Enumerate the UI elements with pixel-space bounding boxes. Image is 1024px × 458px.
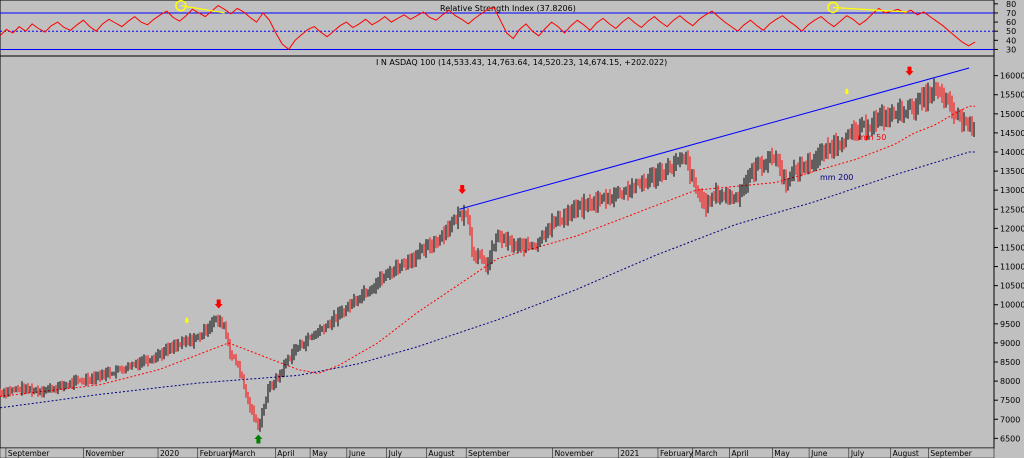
x-axis-band bbox=[0, 447, 995, 458]
price-title: I N ASDAQ 100 (14,533.43, 14,763.64, 14,… bbox=[376, 58, 667, 67]
x-label-11: November bbox=[555, 449, 595, 458]
price-tick-label-15500: 15500 bbox=[1000, 91, 1024, 100]
rsi-tick-label-70: 70 bbox=[1006, 9, 1016, 18]
rsi-line bbox=[0, 4, 976, 51]
price-tick-label-13500: 13500 bbox=[1000, 167, 1024, 176]
x-label-8: July bbox=[388, 449, 403, 458]
price-tick-label-7500: 7500 bbox=[1000, 396, 1020, 405]
x-label-3: February bbox=[200, 449, 234, 458]
x-label-16: May bbox=[774, 449, 790, 458]
arrow-down-0 bbox=[214, 299, 223, 309]
x-label-15: April bbox=[732, 449, 749, 458]
rsi-tick-label-60: 60 bbox=[1006, 18, 1016, 27]
x-label-17: June bbox=[810, 449, 828, 458]
price-tick-label-10500: 10500 bbox=[1000, 282, 1024, 291]
x-label-20: September bbox=[930, 449, 972, 458]
x-label-0: September bbox=[8, 449, 50, 458]
x-label-18: July bbox=[850, 449, 865, 458]
ma200-path bbox=[0, 151, 975, 409]
x-label-5: April bbox=[277, 449, 294, 458]
arrow-up-3 bbox=[254, 434, 263, 444]
price-tick-label-11000: 11000 bbox=[1000, 263, 1024, 272]
price-tick-label-12000: 12000 bbox=[1000, 224, 1024, 233]
price-tick-label-7000: 7000 bbox=[1000, 415, 1020, 424]
price-tick-label-9500: 9500 bbox=[1000, 320, 1020, 329]
price-panel bbox=[0, 55, 995, 449]
x-label-6: May bbox=[312, 449, 328, 458]
price-tick-label-8500: 8500 bbox=[1000, 358, 1020, 367]
x-label-12: 2021 bbox=[620, 449, 639, 458]
price-tick-label-13000: 13000 bbox=[1000, 186, 1024, 195]
price-tick-label-10000: 10000 bbox=[1000, 301, 1024, 310]
price-y-axis: 6500 7000 7500 8000 8500 9000 9500 10000 10500 11… bbox=[994, 72, 1024, 443]
price-tick-label-12500: 12500 bbox=[1000, 205, 1024, 214]
arrow-down-2 bbox=[905, 66, 914, 76]
x-label-9: August bbox=[428, 449, 454, 458]
rsi-tick-label-80: 80 bbox=[1006, 0, 1016, 9]
price-bars bbox=[0, 78, 975, 432]
price-tick-label-15000: 15000 bbox=[1000, 110, 1024, 119]
arrow-down-5 bbox=[844, 88, 850, 95]
price-tick-label-8000: 8000 bbox=[1000, 377, 1020, 386]
x-label-2: 2020 bbox=[160, 449, 179, 458]
ma50-label: mm 50 bbox=[858, 133, 886, 142]
arrow-down-1 bbox=[458, 185, 467, 194]
arrow-down-4 bbox=[184, 317, 190, 324]
rsi-circle-0 bbox=[175, 0, 187, 12]
signal-arrows bbox=[184, 66, 914, 444]
price-tick-label-14000: 14000 bbox=[1000, 148, 1024, 157]
trendline bbox=[459, 67, 970, 210]
rsi-title: Relative Strength Index (37.8206) bbox=[440, 4, 576, 13]
trendline-path bbox=[459, 67, 970, 210]
x-label-13: February bbox=[660, 449, 694, 458]
rsi-tick-label-40: 40 bbox=[1006, 36, 1016, 45]
rsi-circle-1 bbox=[827, 1, 839, 14]
x-axis: September November 2020 February March April M… bbox=[5, 448, 973, 458]
price-tick-label-11500: 11500 bbox=[1000, 243, 1024, 252]
rsi-annotations bbox=[175, 0, 908, 14]
price-tick-label-14500: 14500 bbox=[1000, 129, 1024, 138]
x-label-10: September bbox=[468, 449, 510, 458]
ma200-label: mm 200 bbox=[820, 173, 853, 182]
price-tick-label-6500: 6500 bbox=[1000, 434, 1020, 443]
x-label-14: March bbox=[695, 449, 718, 458]
x-label-7: June bbox=[348, 449, 366, 458]
x-label-1: November bbox=[85, 449, 125, 458]
x-label-4: March bbox=[233, 449, 256, 458]
ma200-line bbox=[0, 151, 975, 409]
price-tick-label-16000: 16000 bbox=[1000, 72, 1024, 81]
rsi-tick-label-50: 50 bbox=[1006, 27, 1016, 36]
rsi-trend-0 bbox=[180, 5, 225, 14]
rsi-trend-1 bbox=[832, 6, 908, 13]
price-tick-label-9000: 9000 bbox=[1000, 339, 1020, 348]
x-label-19: August bbox=[893, 449, 919, 458]
rsi-tick-label-30: 30 bbox=[1006, 45, 1016, 54]
